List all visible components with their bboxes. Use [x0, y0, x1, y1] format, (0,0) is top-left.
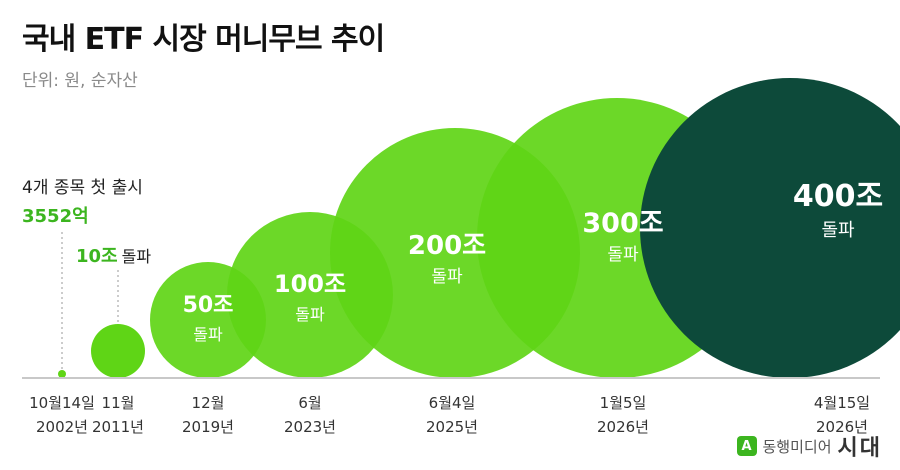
bubble-6	[640, 78, 900, 378]
milestone-value-0: 3552억	[22, 206, 89, 227]
bubble-0	[58, 370, 66, 378]
x-tick-year-2: 2019년	[182, 418, 234, 436]
brand-icon: A	[736, 436, 757, 456]
x-tick-year-0: 2002년	[36, 418, 88, 436]
chart-title: 국내 ETF 시장 머니무브 추이	[22, 22, 385, 57]
x-tick-date-5: 1월5일	[600, 394, 647, 412]
x-tick-date-0: 10월14일	[29, 394, 95, 412]
x-tick-year-6: 2026년	[816, 418, 868, 436]
milestone-value-3: 100조	[274, 270, 346, 298]
brand-publisher: 동행미디어	[762, 437, 832, 456]
chart-unit: 단위: 원, 순자산	[22, 71, 138, 91]
milestone-value-1-suffix: 돌파	[122, 247, 152, 266]
bubble-layer	[58, 78, 900, 378]
milestone-value-4: 200조	[408, 231, 486, 261]
guide-layer	[61, 232, 119, 372]
milestone-suffix-3: 돌파	[295, 305, 325, 324]
milestone-suffix-4: 돌파	[431, 267, 463, 287]
x-tick-date-2: 12월	[192, 394, 225, 412]
milestone-suffix-6: 돌파	[821, 220, 855, 241]
x-tick-date-3: 6월	[298, 394, 321, 412]
x-tick-date-6: 4월15일	[814, 394, 870, 412]
x-tick-year-3: 2023년	[284, 418, 336, 436]
x-tick-date-4: 6월4일	[429, 394, 476, 412]
x-axis: 10월14일 2002년 11월 2011년 12월 2019년 6월 2023년 6월4일 20…	[22, 377, 880, 436]
x-tick-date-1: 11월	[102, 394, 135, 412]
brand-logo: A 동행미디어 시대	[736, 430, 883, 462]
brand-name: 시대	[837, 436, 882, 461]
milestone-value-6: 400조	[793, 179, 883, 214]
milestone-suffix-2: 돌파	[193, 325, 223, 344]
milestone-value-5: 300조	[582, 208, 663, 239]
x-tick-year-1: 2011년	[92, 418, 144, 436]
milestone-suffix-5: 돌파	[607, 245, 639, 265]
bubble-1	[91, 324, 145, 378]
milestone-value-1-number: 10조	[76, 246, 118, 267]
milestone-label-0: 4개 종목 첫 출시	[22, 178, 143, 198]
milestone-value-1: 10조 돌파	[76, 246, 151, 267]
milestone-value-2: 50조	[183, 293, 234, 318]
x-tick-year-5: 2026년	[597, 418, 649, 436]
x-tick-year-4: 2025년	[426, 418, 478, 436]
